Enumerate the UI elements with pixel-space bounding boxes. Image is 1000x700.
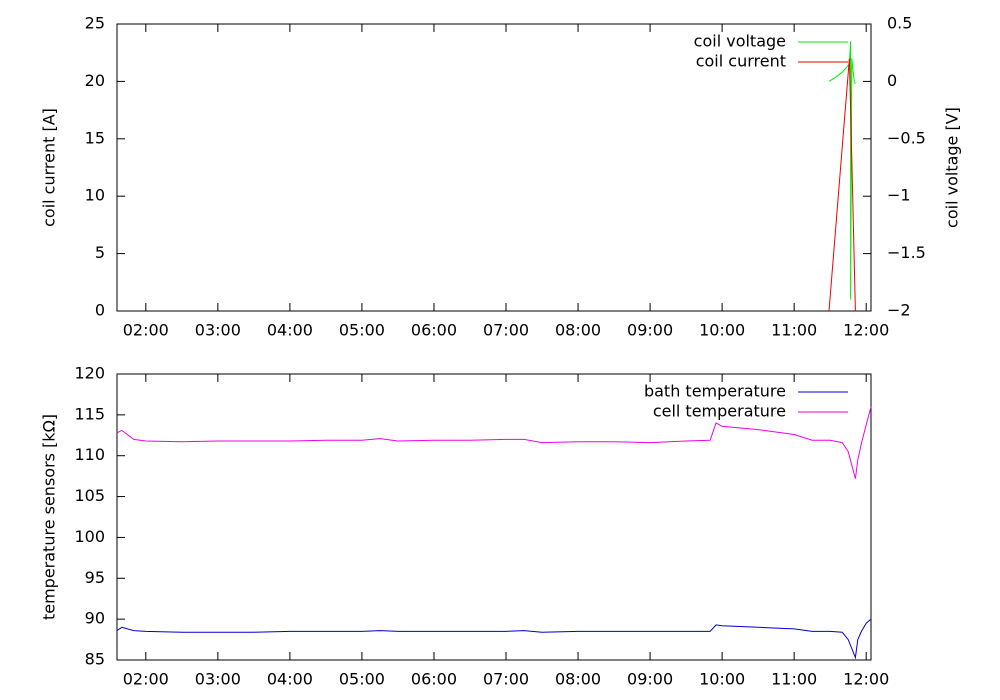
y2-tick-label: −0.5	[887, 128, 926, 147]
series-line	[116, 618, 872, 660]
y2-axis-label: coil voltage [V]	[943, 107, 962, 228]
y-tick-label: 10	[85, 186, 105, 205]
x-tick-label: 03:00	[195, 321, 241, 340]
plot-frame	[116, 373, 872, 661]
y2-tick-label: −1.5	[887, 243, 926, 262]
legend-label: coil current	[696, 52, 786, 71]
x-tick-label: 02:00	[123, 321, 169, 340]
x-tick-label: 05:00	[339, 670, 385, 689]
x-tick-label: 10:00	[699, 321, 745, 340]
x-tick-label: 07:00	[483, 321, 529, 340]
x-tick-label: 11:00	[771, 670, 817, 689]
y-tick-label: 115	[74, 404, 105, 423]
plot-frame	[116, 23, 872, 312]
x-tick-label: 10:00	[699, 670, 745, 689]
series-line	[828, 41, 856, 300]
x-tick-label: 08:00	[555, 670, 601, 689]
x-tick-label: 07:00	[483, 670, 529, 689]
y-tick-label: 15	[85, 128, 105, 147]
y-tick-label: 25	[85, 14, 105, 33]
y-tick-label: 20	[85, 71, 105, 90]
y-tick-label: 110	[74, 445, 105, 464]
x-tick-label: 03:00	[195, 670, 241, 689]
legend-label: cell temperature	[653, 402, 786, 421]
series-line	[116, 406, 872, 479]
x-tick-label: 06:00	[411, 321, 457, 340]
x-tick-label: 04:00	[267, 670, 313, 689]
y-tick-label: 105	[74, 486, 105, 505]
y-tick-label: 0	[95, 301, 105, 320]
y-tick-label: 100	[74, 527, 105, 546]
y-tick-label: 5	[95, 243, 105, 262]
y-axis-label: temperature sensors [kΩ]	[40, 414, 59, 620]
x-tick-label: 11:00	[771, 321, 817, 340]
x-tick-label: 05:00	[339, 321, 385, 340]
y2-tick-label: 0	[887, 71, 897, 90]
legend-label: bath temperature	[644, 382, 786, 401]
y2-tick-label: 0.5	[887, 14, 912, 33]
y-axis-label: coil current [A]	[40, 108, 59, 227]
x-tick-label: 09:00	[627, 321, 673, 340]
y-tick-label: 85	[85, 650, 105, 669]
series-line	[828, 58, 856, 312]
y-tick-label: 90	[85, 609, 105, 628]
x-tick-label: 12:00	[843, 321, 889, 340]
x-tick-label: 12:00	[843, 670, 889, 689]
y2-tick-label: −2	[887, 301, 911, 320]
x-tick-label: 06:00	[411, 670, 457, 689]
legend-label: coil voltage	[694, 32, 786, 51]
y-tick-label: 95	[85, 568, 105, 587]
x-tick-label: 04:00	[267, 321, 313, 340]
x-tick-label: 08:00	[555, 321, 601, 340]
y2-tick-label: −1	[887, 186, 911, 205]
x-tick-label: 09:00	[627, 670, 673, 689]
y-tick-label: 120	[74, 364, 105, 383]
x-tick-label: 02:00	[123, 670, 169, 689]
